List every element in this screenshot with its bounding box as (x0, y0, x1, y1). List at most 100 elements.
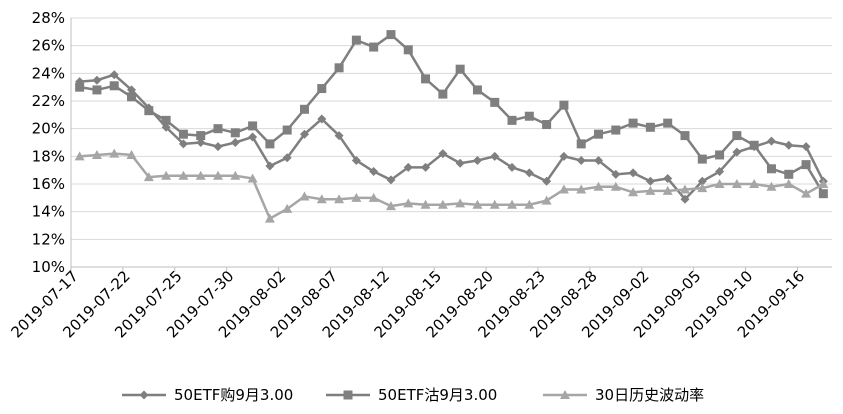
data-point-square (92, 85, 102, 95)
data-point-square (248, 121, 258, 131)
data-point-triangle (455, 198, 466, 208)
data-point-diamond (317, 114, 327, 124)
y-tick-label: 22% (32, 92, 65, 110)
data-point-triangle (351, 192, 362, 202)
data-point-square (299, 104, 309, 114)
data-point-triangle (334, 194, 345, 204)
data-point-square (594, 129, 604, 139)
data-point-triangle (749, 179, 760, 188)
data-point-diamond (680, 194, 690, 204)
y-tick-label: 10% (32, 258, 65, 276)
y-tick-label: 14% (32, 203, 65, 221)
data-point-square (127, 92, 137, 102)
data-point-triangle (143, 172, 154, 182)
data-point-triangle (662, 185, 673, 195)
data-point-triangle (714, 179, 725, 188)
data-point-square (109, 81, 119, 91)
y-tick-label: 24% (32, 64, 65, 82)
y-tick-label: 28% (32, 9, 65, 27)
data-point-diamond (524, 168, 534, 178)
data-point-square (317, 84, 327, 94)
data-point-square (230, 128, 240, 138)
data-point-triangle (247, 173, 258, 183)
data-point-triangle (558, 184, 569, 194)
data-point-triangle (420, 199, 431, 209)
data-point-diamond (490, 151, 500, 161)
data-point-diamond (732, 147, 742, 157)
data-point-diamond (334, 131, 344, 141)
data-point-triangle (766, 181, 777, 191)
data-point-square (559, 100, 569, 110)
legend-label: 30日历史波动率 (595, 386, 704, 404)
x-axis-tick-labels: 2019-07-172019-07-222019-07-252019-07-30… (7, 267, 808, 341)
data-point-diamond (472, 155, 482, 165)
data-point-triangle (801, 188, 812, 198)
data-point-diamond (697, 176, 707, 186)
data-point-square (542, 120, 552, 130)
data-point-square (680, 131, 690, 141)
series-line (79, 33, 825, 195)
data-point-diamond (351, 155, 361, 165)
data-point-square (351, 35, 361, 45)
data-point-square (196, 131, 206, 141)
data-point-triangle (74, 151, 85, 161)
data-point-square (386, 30, 396, 40)
data-point-diamond (403, 162, 413, 172)
data-point-square (438, 89, 448, 99)
data-point-square (645, 122, 655, 132)
legend-item-2: 50ETF沽9月3.00 (326, 386, 497, 404)
data-point-diamond (663, 173, 673, 183)
data-point-triangle (91, 149, 102, 159)
data-point-triangle (195, 170, 206, 180)
series-line (79, 73, 825, 201)
data-point-diamond (369, 167, 379, 177)
legend-item-1: 50ETF购9月3.00 (122, 386, 293, 404)
data-point-triangle (316, 194, 327, 204)
data-point-triangle (507, 199, 518, 209)
data-point-square (611, 125, 621, 135)
axes (70, 18, 832, 272)
y-tick-label: 26% (32, 37, 65, 55)
data-point-triangle (403, 198, 414, 208)
data-point-square (213, 124, 223, 134)
legend-label: 50ETF沽9月3.00 (378, 386, 497, 404)
data-point-diamond (230, 138, 240, 147)
data-point-diamond (92, 75, 102, 85)
data-point-triangle (282, 203, 293, 213)
data-point-triangle (628, 187, 639, 197)
data-point-square (282, 125, 292, 135)
data-point-diamond (282, 153, 292, 163)
series-line (79, 152, 824, 220)
data-point-diamond (576, 155, 586, 165)
data-point-diamond (507, 162, 517, 172)
series-3 (74, 148, 829, 223)
data-point-diamond (299, 129, 309, 139)
data-point-diamond (421, 162, 431, 172)
data-point-square (455, 64, 465, 74)
data-point-square (421, 74, 431, 84)
data-point-square (178, 129, 188, 139)
data-point-square (161, 115, 171, 125)
data-point-triangle (368, 192, 379, 202)
data-point-diamond (784, 140, 794, 150)
data-point-square (801, 160, 811, 170)
data-point-triangle (524, 199, 535, 209)
data-point-triangle (126, 149, 137, 159)
y-tick-label: 16% (32, 175, 65, 193)
data-point-diamond (801, 142, 811, 152)
data-point-diamond (766, 136, 776, 146)
legend: 50ETF购9月3.00 50ETF沽9月3.00 30日历史波动率 (122, 386, 704, 404)
data-point-triangle (560, 390, 570, 399)
data-point-triangle (541, 195, 552, 205)
y-tick-label: 18% (32, 147, 65, 165)
data-point-triangle (299, 191, 310, 201)
data-point-triangle (645, 185, 656, 195)
data-point-diamond (109, 70, 119, 80)
data-point-triangle (731, 179, 742, 188)
data-point-square (75, 82, 85, 92)
data-point-triangle (576, 184, 587, 194)
data-point-square (576, 139, 586, 149)
data-point-diamond (455, 158, 465, 168)
y-tick-label: 12% (32, 230, 65, 248)
data-point-square (732, 131, 742, 141)
